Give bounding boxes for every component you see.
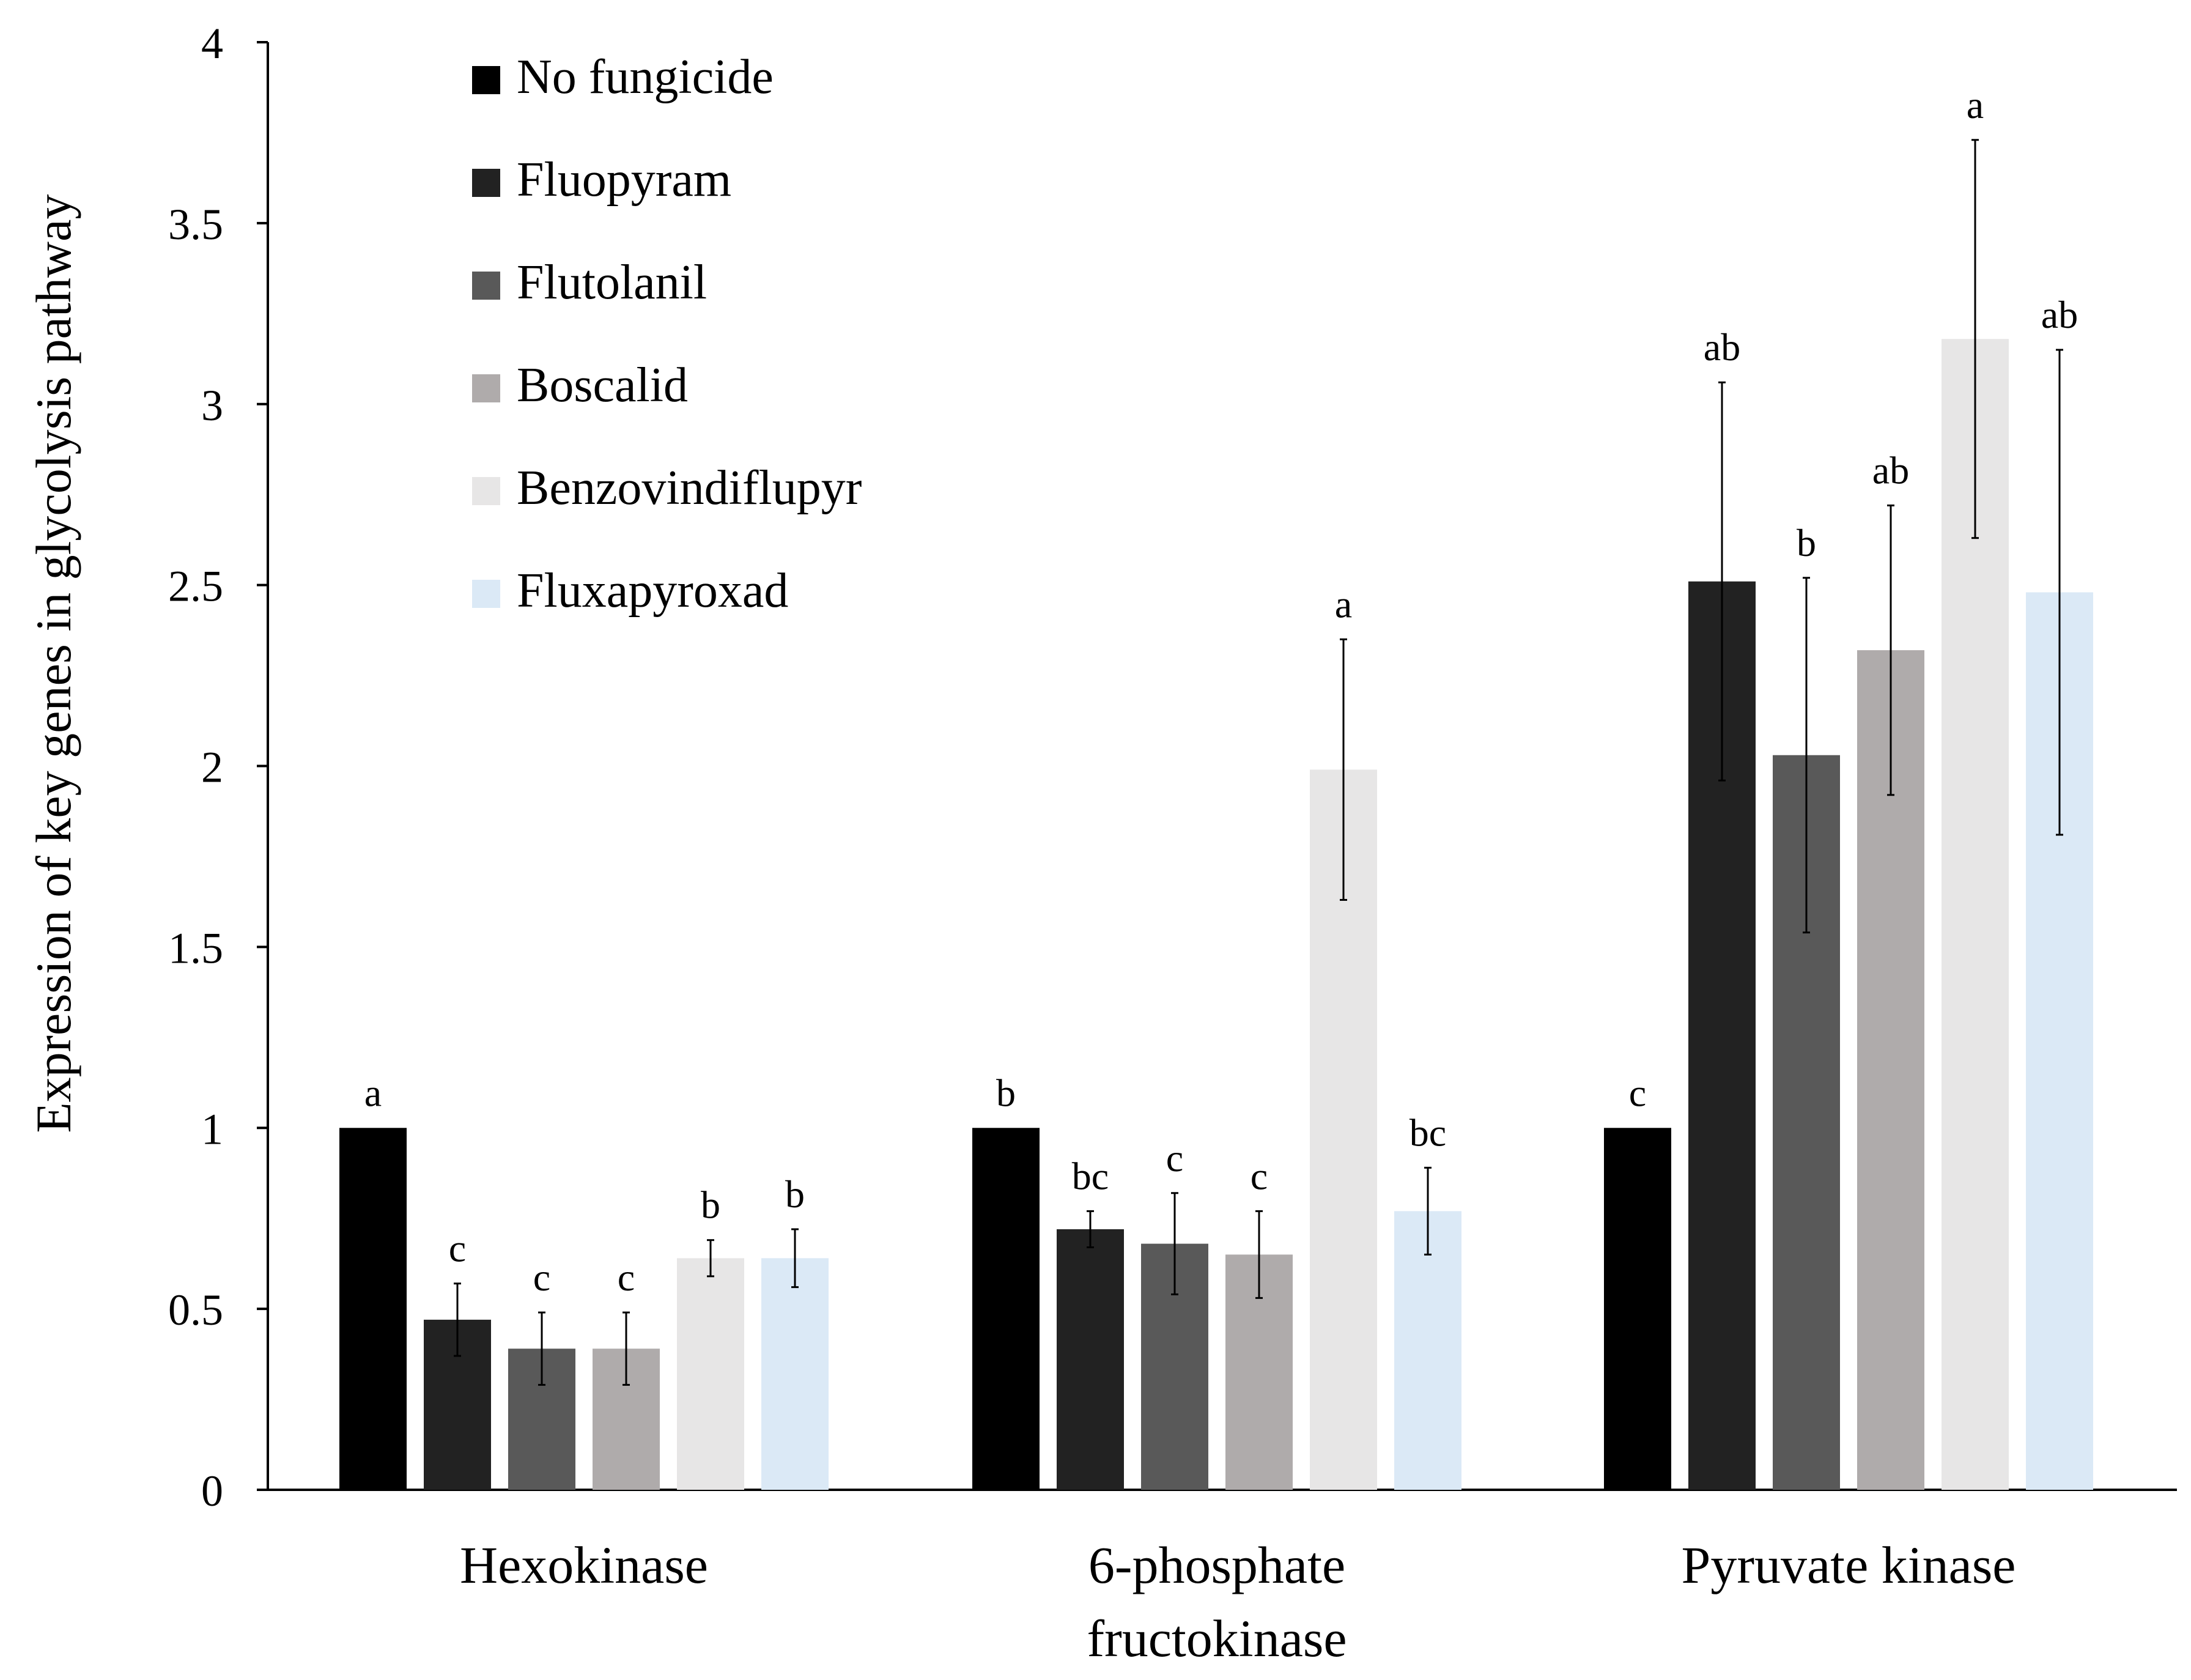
y-tick-label: 0.5	[168, 1286, 223, 1334]
significance-label: a	[1335, 582, 1352, 626]
significance-label: bc	[1410, 1111, 1446, 1154]
y-axis-title: Expression of key genes in glycolysis pa…	[26, 194, 81, 1133]
y-tick-label: 3.5	[168, 200, 223, 249]
significance-label: c	[618, 1256, 635, 1299]
y-tick-label: 2.5	[168, 562, 223, 611]
significance-label: b	[1797, 521, 1816, 564]
bar	[1057, 1229, 1124, 1490]
y-tick-label: 4	[201, 19, 223, 68]
significance-label: b	[785, 1172, 805, 1216]
x-category-label: 6-phosphate	[1088, 1536, 1345, 1594]
y-tick-label: 0	[201, 1467, 223, 1515]
legend-swatch	[472, 66, 500, 94]
bar	[677, 1258, 744, 1490]
bar	[761, 1258, 829, 1490]
bar	[339, 1128, 407, 1490]
legend-swatch	[472, 580, 500, 608]
bar	[972, 1128, 1040, 1490]
y-tick-label: 2	[201, 743, 223, 792]
legend-swatch	[472, 477, 500, 505]
x-category-label: fructokinase	[1087, 1609, 1347, 1668]
significance-label: a	[364, 1071, 382, 1114]
significance-label: a	[1967, 83, 1984, 127]
x-category-label: Hexokinase	[460, 1536, 708, 1594]
significance-label: c	[1629, 1071, 1646, 1114]
significance-label: ab	[2041, 293, 2078, 336]
significance-label: c	[533, 1256, 550, 1299]
significance-label: c	[1251, 1154, 1268, 1197]
x-category-label: Pyruvate kinase	[1682, 1536, 2016, 1594]
significance-label: c	[1166, 1136, 1183, 1180]
legend-label: Flutolanil	[517, 256, 707, 309]
y-tick-label: 1.5	[168, 923, 223, 972]
significance-label: bc	[1072, 1154, 1109, 1197]
legend-label: Benzovindiflupyr	[517, 461, 862, 515]
legend-label: Boscalid	[517, 358, 688, 412]
bar	[1394, 1211, 1461, 1490]
significance-label: b	[996, 1071, 1016, 1114]
legend-swatch	[472, 272, 500, 300]
significance-label: ab	[1704, 325, 1740, 369]
legend-swatch	[472, 169, 500, 197]
legend-label: No fungicide	[517, 50, 774, 104]
legend-label: Fluxapyroxad	[517, 564, 788, 618]
significance-label: ab	[1872, 448, 1909, 492]
y-tick-label: 3	[201, 381, 223, 430]
significance-label: c	[449, 1227, 466, 1270]
bar	[1604, 1128, 1671, 1490]
y-tick-label: 1	[201, 1105, 223, 1153]
significance-label: b	[701, 1183, 720, 1227]
legend-swatch	[472, 374, 500, 402]
legend-label: Fluopyram	[517, 153, 731, 207]
